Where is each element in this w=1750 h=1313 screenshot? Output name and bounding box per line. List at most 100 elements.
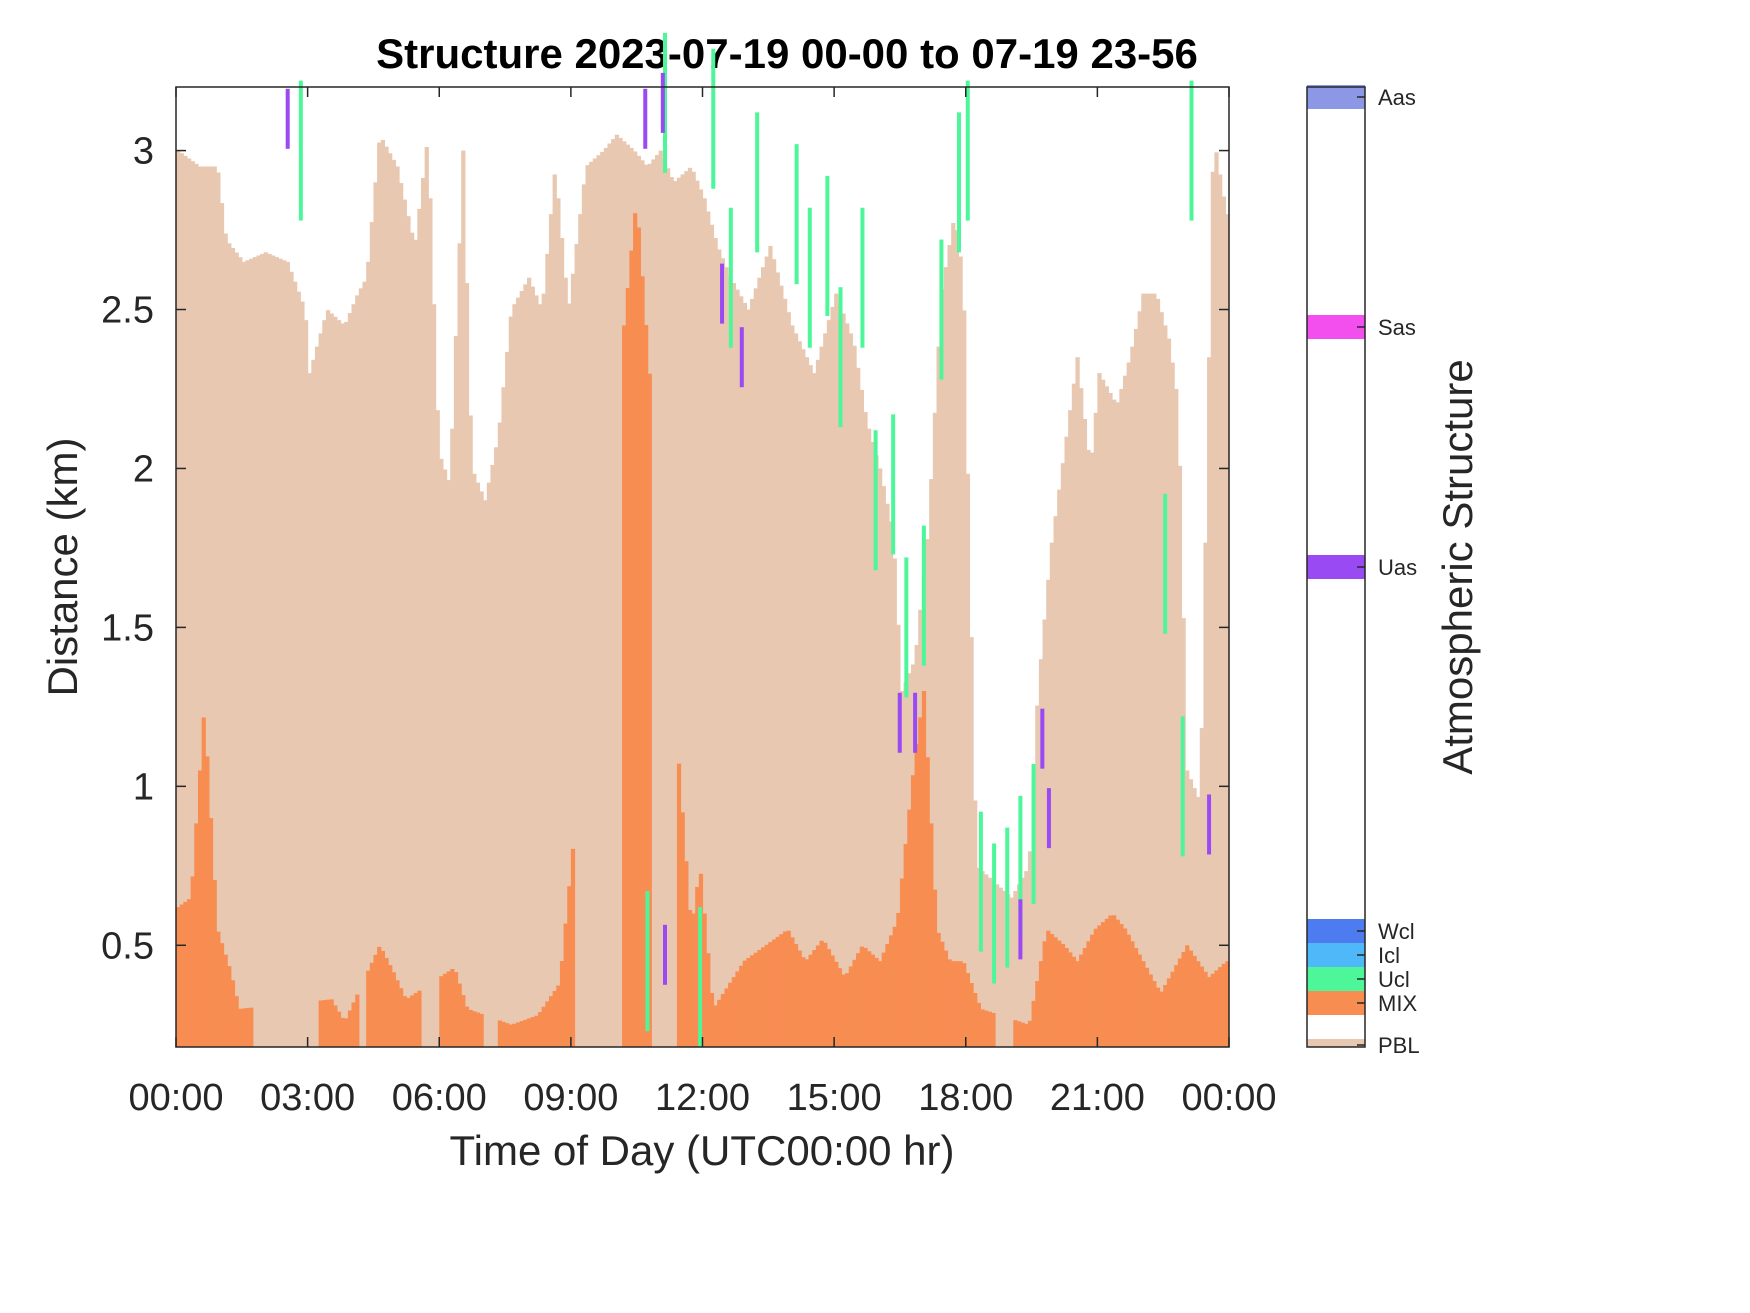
mix-column <box>1126 934 1131 1047</box>
mix-column <box>1013 1020 1018 1047</box>
mix-column <box>746 957 751 1047</box>
mix-column <box>402 996 407 1047</box>
pbl-column <box>1148 293 1153 1047</box>
pbl-column <box>611 139 616 1048</box>
ucl-mark <box>807 207 812 348</box>
pbl-column <box>753 288 758 1047</box>
mix-column <box>552 990 557 1047</box>
pbl-column <box>516 297 521 1048</box>
pbl-column <box>362 281 367 1047</box>
mix-column <box>808 954 813 1047</box>
pbl-column <box>190 161 195 1048</box>
y-tick-label: 1 <box>133 766 154 808</box>
pbl-column <box>475 482 481 1048</box>
pbl-column <box>461 150 466 1047</box>
pbl-column <box>852 345 857 1048</box>
x-tick-label: 15:00 <box>787 1077 882 1119</box>
pbl-column <box>658 150 663 1047</box>
mix-column <box>834 961 839 1047</box>
pbl-column <box>223 233 228 1048</box>
pbl-column <box>472 473 477 1047</box>
pbl-column <box>863 411 868 1047</box>
mix-column <box>344 1018 349 1047</box>
mix-column <box>395 980 400 1047</box>
pbl-column <box>490 464 495 1047</box>
pbl-column <box>530 286 535 1047</box>
y-tick-label: 2 <box>133 448 154 490</box>
mix-column <box>856 953 861 1047</box>
mix-column <box>446 971 451 1047</box>
mix-column <box>475 1012 481 1047</box>
pbl-column <box>1101 379 1106 1048</box>
pbl-column <box>402 199 407 1047</box>
mix-column <box>647 373 652 1048</box>
pbl-column <box>845 323 850 1047</box>
mix-column <box>987 1011 992 1047</box>
mix-column <box>1196 961 1201 1047</box>
mix-column <box>684 861 689 1047</box>
pbl-column <box>314 346 320 1048</box>
mix-column <box>969 983 974 1047</box>
uas-mark <box>1018 899 1023 960</box>
ucl-mark <box>1031 764 1036 905</box>
pbl-column <box>263 252 269 1048</box>
mix-column <box>501 1021 506 1047</box>
mix-column <box>830 955 835 1047</box>
mix-column <box>234 996 239 1047</box>
mix-column <box>556 985 561 1047</box>
pbl-column <box>523 284 528 1048</box>
pbl-column <box>980 871 985 1047</box>
uas-mark <box>663 924 668 985</box>
pbl-column <box>545 253 550 1047</box>
pbl-column <box>391 159 396 1048</box>
mix-column <box>201 717 206 1047</box>
mix-column <box>333 1005 338 1047</box>
pbl-column <box>282 260 287 1047</box>
pbl-column <box>1002 890 1007 1047</box>
pbl-column <box>750 298 755 1047</box>
pbl-column <box>230 247 236 1047</box>
pbl-column <box>768 245 773 1047</box>
mix-column <box>764 944 769 1047</box>
pbl-column <box>951 222 956 1048</box>
mix-column <box>208 818 214 1047</box>
pbl-column <box>380 139 386 1048</box>
pbl-column <box>567 303 572 1047</box>
mix-column <box>1082 947 1088 1047</box>
x-tick-label: 21:00 <box>1050 1077 1145 1119</box>
pbl-column <box>267 253 272 1047</box>
pbl-column <box>278 258 283 1047</box>
mix-column <box>965 973 971 1047</box>
mix-column <box>245 1008 250 1047</box>
pbl-column <box>1020 877 1025 1047</box>
mix-column <box>1210 973 1215 1047</box>
mix-column <box>442 973 448 1047</box>
pbl-column <box>556 198 561 1047</box>
pbl-column <box>296 291 301 1047</box>
pbl-column <box>497 422 503 1047</box>
mix-column <box>932 889 938 1047</box>
mix-column <box>1104 918 1109 1047</box>
pbl-column <box>559 237 565 1048</box>
pbl-column <box>691 171 696 1047</box>
pbl-column <box>856 367 861 1047</box>
mix-column <box>804 959 810 1047</box>
mix-column <box>1038 961 1044 1047</box>
mix-column <box>962 963 967 1047</box>
mix-column <box>1035 981 1040 1047</box>
pbl-column <box>537 304 543 1048</box>
pbl-column <box>1108 392 1113 1048</box>
pbl-column <box>431 304 437 1048</box>
pbl-column <box>399 183 404 1047</box>
mix-column <box>1097 925 1102 1047</box>
pbl-column <box>812 373 817 1048</box>
pbl-column <box>519 290 524 1048</box>
mix-column <box>947 959 952 1047</box>
pbl-column <box>366 261 371 1048</box>
mix-column <box>1060 943 1066 1047</box>
y-tick-label: 3 <box>133 131 154 173</box>
ucl-mark <box>891 414 896 555</box>
mix-column <box>984 1010 989 1047</box>
mix-column <box>183 901 188 1047</box>
pbl-column <box>256 255 261 1048</box>
